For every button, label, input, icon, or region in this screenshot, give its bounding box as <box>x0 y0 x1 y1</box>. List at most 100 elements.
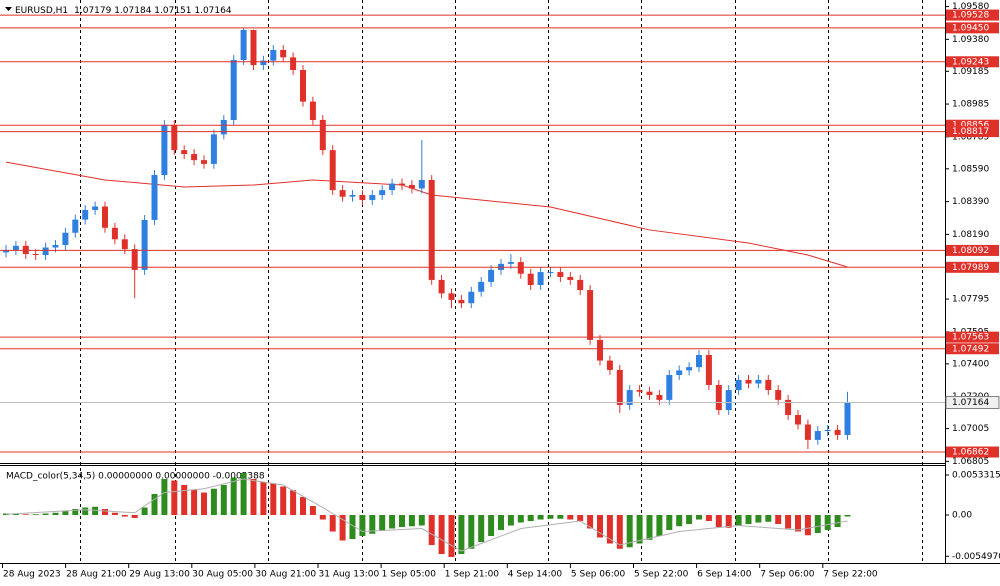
current-price-label: 1.07164 <box>952 398 989 408</box>
candle-body <box>151 175 158 220</box>
macd-bar <box>696 515 702 520</box>
candle-body <box>646 391 653 395</box>
macd-bar <box>705 515 712 522</box>
macd-bar <box>626 515 633 548</box>
macd-bar <box>814 515 821 534</box>
candle-body <box>527 273 534 286</box>
macd-bar <box>270 483 277 516</box>
candle-body <box>686 367 693 371</box>
macd-bar <box>220 485 227 516</box>
level-tag <box>946 119 999 131</box>
macd-bar <box>587 515 594 529</box>
macd-bar <box>715 515 722 528</box>
candle-body <box>795 414 801 425</box>
macd-bar <box>498 515 504 531</box>
macd-bar <box>280 486 287 516</box>
macd-bar <box>597 515 603 538</box>
menu-arrow[interactable] <box>5 7 12 11</box>
macd-bar <box>408 515 415 527</box>
candle-body <box>309 101 316 120</box>
candle-body <box>834 429 841 435</box>
macd-bar <box>844 515 851 517</box>
macd-bar <box>22 514 29 516</box>
macd-bar <box>656 515 663 537</box>
macd-bar <box>606 515 613 544</box>
macd-bar <box>240 473 247 516</box>
macd-bar <box>171 480 178 516</box>
macd-bar <box>577 515 584 522</box>
macd-bar <box>755 515 762 523</box>
candle-body <box>656 394 663 400</box>
candle-body <box>488 269 495 282</box>
macd-bar <box>686 515 693 525</box>
macd-bar <box>329 515 336 532</box>
candle-body <box>62 232 69 246</box>
candle-body <box>161 125 168 176</box>
candle-body <box>478 281 485 292</box>
candle-body <box>389 183 396 191</box>
macd-bar <box>151 494 158 516</box>
y-tick-label: 1.07795 <box>952 295 989 305</box>
y-tick-label: -0.0054970 <box>952 552 1000 562</box>
macd-bar <box>785 515 792 529</box>
level-tag <box>946 22 999 34</box>
macd-bar <box>646 515 653 540</box>
time-label: 28 Aug 21:00 <box>66 570 127 580</box>
macd-bar <box>616 515 623 549</box>
macd-bar <box>418 515 425 526</box>
macd-bar <box>537 515 544 520</box>
candle-body <box>191 154 198 161</box>
level-tag <box>946 56 999 68</box>
y-tick-label: 1.08785 <box>952 132 989 142</box>
candle-body <box>557 272 564 277</box>
level-tag <box>946 331 999 343</box>
macd-bar <box>62 510 69 516</box>
candle-body <box>369 195 376 200</box>
candle-body <box>715 384 722 411</box>
candle-body <box>408 185 415 189</box>
level-label: 1.06862 <box>952 448 989 458</box>
y-tick-label: 0.00 <box>952 511 972 521</box>
indicator-title: MACD_color(5,34,5) 0.00000000 0.00000000… <box>6 472 265 482</box>
chart-header: EURUSD,H1 1.07179 1.07184 1.07151 1.07164 <box>15 6 232 16</box>
candle-body <box>12 245 19 250</box>
day-grid <box>80 0 923 563</box>
candle-body <box>339 190 346 197</box>
macd-bar <box>290 490 297 516</box>
time-label: 28 Aug 2023 <box>3 570 61 580</box>
macd-bar <box>676 515 683 527</box>
macd-bar <box>92 506 99 516</box>
candle-body <box>181 150 188 155</box>
macd-bar <box>161 479 168 516</box>
time-label: 1 Sep 05:00 <box>382 570 437 580</box>
macd-bar <box>82 507 89 516</box>
macd-bar <box>666 515 673 531</box>
time-label: 5 Sep 06:00 <box>571 570 626 580</box>
candle-body <box>666 374 673 400</box>
symbol: EURUSD,H1 <box>15 6 68 16</box>
candle-body <box>300 69 306 102</box>
macd-bar <box>32 514 39 516</box>
time-label: 6 Sep 14:00 <box>697 570 752 580</box>
level-label: 1.09243 <box>952 57 989 67</box>
y-tick-label: 1.08390 <box>952 197 989 207</box>
candle-body <box>230 59 237 120</box>
level-tag <box>946 343 999 355</box>
macd-bar <box>804 515 811 536</box>
candle-body <box>210 134 217 164</box>
y-tick-label: 1.06805 <box>952 457 989 467</box>
candle-body <box>755 379 762 384</box>
macd-bar <box>775 515 782 525</box>
candle-body <box>111 227 118 240</box>
time-label: 7 Sep 22:00 <box>823 570 878 580</box>
candle-body <box>824 429 831 432</box>
macd-bar <box>121 515 128 517</box>
macd-bar <box>438 515 445 555</box>
candle-body <box>329 150 336 191</box>
y-tick-label: 1.07400 <box>952 359 989 369</box>
candle-body <box>636 390 643 392</box>
candle-body <box>270 49 277 61</box>
candle-body <box>616 369 623 405</box>
candle-body <box>42 247 49 256</box>
